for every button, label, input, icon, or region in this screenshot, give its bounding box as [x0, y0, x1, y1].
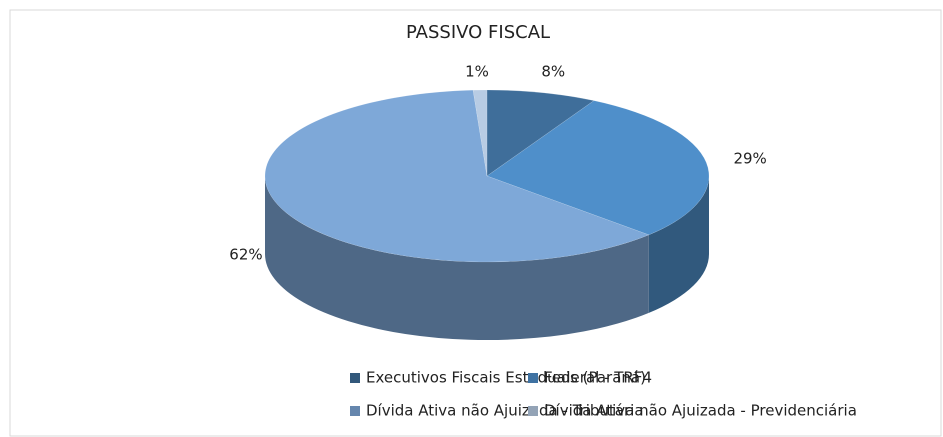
pie-slice-side: [265, 176, 649, 341]
legend-swatch: [528, 406, 538, 416]
pie-slice: [486, 89, 595, 177]
legend-label: Dívida Ativa não Ajuizada - Previdenciár…: [544, 402, 857, 420]
pie-slice: [264, 89, 650, 263]
pie-slice: [472, 89, 488, 177]
pie-slice-side: [648, 176, 709, 313]
data-label: 8%: [541, 62, 565, 80]
data-label: 62%: [229, 245, 262, 263]
chart-title: PASSIVO FISCAL: [406, 22, 550, 43]
legend-swatch: [350, 373, 360, 383]
pie-slice: [486, 100, 710, 236]
legend-label: Dívida Ativa não Ajuizada - Tributária: [366, 402, 644, 420]
legend-swatch: [528, 373, 538, 383]
legend-label: Executivos Fiscais Estaduais (Paraná): [366, 369, 646, 387]
data-label: 1%: [465, 63, 489, 81]
legend-swatch: [350, 406, 360, 416]
data-label: 29%: [733, 150, 766, 168]
legend-label: Federal - TRF4: [544, 369, 652, 387]
